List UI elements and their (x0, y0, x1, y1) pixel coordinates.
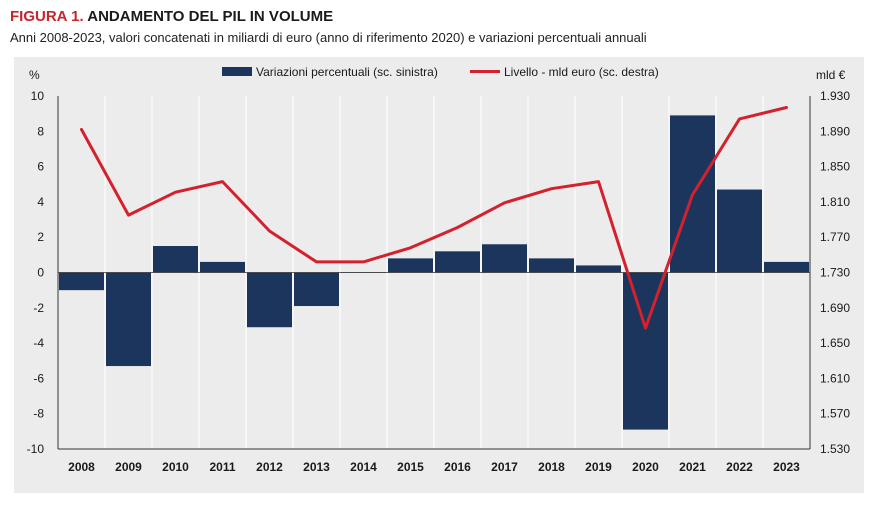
right-tick-label: 1.530 (820, 442, 850, 456)
bar-series (59, 115, 809, 430)
left-tick-label: -8 (33, 407, 44, 421)
bar-2022 (717, 189, 762, 273)
x-tick-label: 2019 (585, 460, 612, 474)
chart-title: ANDAMENTO DEL PIL IN VOLUME (87, 8, 334, 25)
left-tick-label: 4 (37, 195, 44, 209)
bar-2008 (59, 272, 104, 291)
figure-label: FIGURA 1. (10, 8, 84, 25)
bar-2009 (106, 272, 151, 367)
line-series (80, 106, 788, 330)
gdp-chart: 10 8 6 4 2 0 -2 -4 -6 -8 -10 1.930 1.890 1.850 1.810 1.… (27, 65, 851, 474)
x-tick-label: 2010 (162, 460, 189, 474)
bar-2017 (482, 244, 527, 273)
right-tick-label: 1.690 (820, 301, 850, 315)
legend-bar-label: Variazioni percentuali (sc. sinistra) (256, 65, 438, 79)
axes (57, 96, 811, 450)
right-tick-label: 1.890 (820, 124, 850, 138)
left-tick-label: -6 (33, 371, 44, 385)
right-tick-label: 1.570 (820, 407, 850, 421)
x-tick-label: 2023 (773, 460, 800, 474)
left-tick-label: 2 (37, 230, 44, 244)
chart-subtitle: Anni 2008-2023, valori concatenati in mi… (10, 30, 647, 45)
x-tick-label: 2021 (679, 460, 706, 474)
right-axis-unit: mld € (816, 68, 846, 82)
left-tick-label: 8 (37, 124, 44, 138)
legend-line-label: Livello - mld euro (sc. destra) (504, 65, 659, 79)
bar-2011 (200, 261, 245, 273)
bar-2018 (529, 258, 574, 273)
x-tick-label: 2015 (397, 460, 424, 474)
x-tick-label: 2014 (350, 460, 377, 474)
x-tick-label: 2008 (68, 460, 95, 474)
x-tick-label: 2017 (491, 460, 518, 474)
left-tick-label: -4 (33, 336, 44, 350)
right-tick-label: 1.850 (820, 160, 850, 174)
figure-title: FIGURA 1. ANDAMENTO DEL PIL IN VOLUME (10, 8, 333, 25)
bar-2015 (388, 258, 433, 273)
chart-panel: 10 8 6 4 2 0 -2 -4 -6 -8 -10 1.930 1.890 1.850 1.810 1.… (14, 57, 864, 493)
bar-2020 (623, 272, 668, 430)
legend: Variazioni percentuali (sc. sinistra) Liv… (222, 65, 659, 79)
x-tick-label: 2022 (726, 460, 753, 474)
bar-2012 (247, 272, 292, 328)
left-tick-label: 10 (31, 89, 45, 103)
x-tick-label: 2013 (303, 460, 330, 474)
left-axis-unit: % (29, 68, 40, 82)
left-tick-label: 6 (37, 160, 44, 174)
right-tick-label: 1.930 (820, 89, 850, 103)
right-tick-label: 1.810 (820, 195, 850, 209)
x-tick-label: 2020 (632, 460, 659, 474)
bar-2019 (576, 265, 621, 273)
bar-2013 (294, 272, 339, 307)
x-tick-label: 2018 (538, 460, 565, 474)
right-tick-label: 1.610 (820, 371, 850, 385)
bar-2023 (764, 261, 809, 273)
left-tick-label: 0 (37, 266, 44, 280)
x-tick-label: 2011 (209, 460, 235, 474)
right-tick-label: 1.770 (820, 230, 850, 244)
bar-2010 (153, 246, 198, 273)
right-tick-label: 1.650 (820, 336, 850, 350)
bar-2016 (435, 251, 480, 273)
x-tick-label: 2009 (115, 460, 142, 474)
right-tick-label: 1.730 (820, 266, 850, 280)
gdp-level-line (80, 106, 788, 330)
tick-labels: 10 8 6 4 2 0 -2 -4 -6 -8 -10 1.930 1.890 1.850 1.810 1.… (27, 68, 851, 474)
left-tick-label: -2 (33, 301, 44, 315)
legend-bar-swatch (222, 67, 252, 76)
x-tick-label: 2012 (256, 460, 283, 474)
left-tick-label: -10 (27, 442, 45, 456)
x-tick-label: 2016 (444, 460, 471, 474)
